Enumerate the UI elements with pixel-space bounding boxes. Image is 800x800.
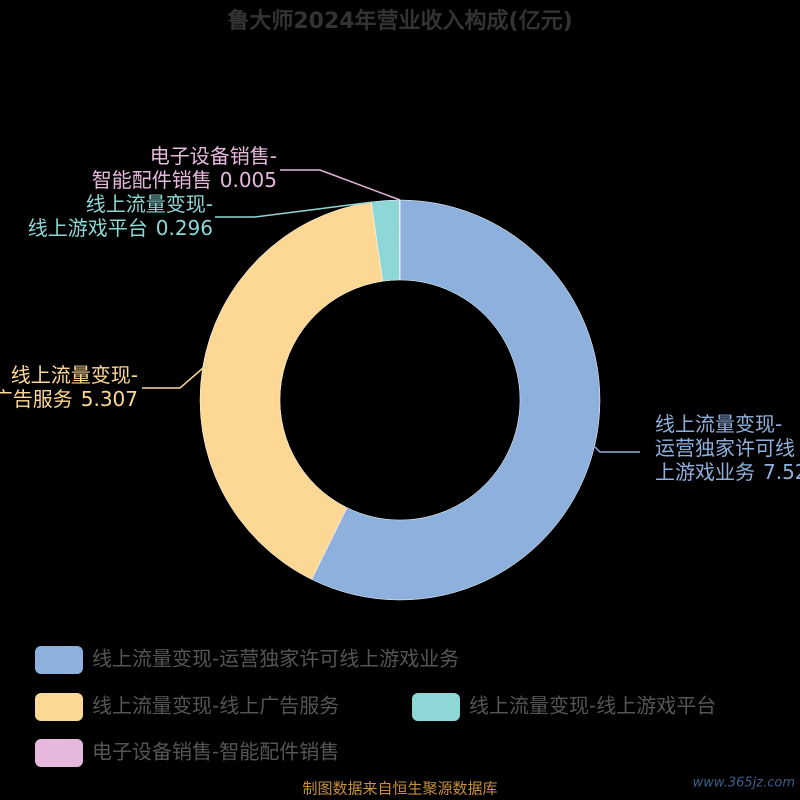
legend-label: 线上流量变现-线上广告服务 (92, 694, 339, 718)
legend-label: 电子设备销售-智能配件销售 (92, 740, 339, 764)
slice-label: 上游戏业务 7.52 (655, 460, 800, 484)
leader-line (280, 169, 401, 201)
slice-label-text: 运营独家许可线 (655, 436, 795, 460)
slice-label-text: 线上流量变现- (86, 192, 213, 216)
chart-title: 鲁大师2024年营业收入构成(亿元) (226, 8, 572, 34)
donut-slice (199, 201, 384, 580)
slice-label: 运营独家许可线 (655, 436, 795, 460)
slice-label: 线上流量变现- (11, 363, 138, 387)
slice-label-text: 电子设备销售- (150, 144, 277, 168)
slice-label: 线上广告服务 5.307 (0, 387, 138, 411)
slice-value: 7.52 (763, 460, 800, 484)
leader-line (142, 367, 204, 389)
legend-label: 线上流量变现-运营独家许可线上游戏业务 (92, 647, 459, 671)
watermark: www.365jz.com (693, 776, 795, 791)
slice-value: 5.307 (81, 387, 138, 411)
slice-label-text: 线上流量变现- (11, 363, 138, 387)
slice-label-text: 上游戏业务 (655, 460, 755, 484)
legend-swatch (35, 693, 83, 721)
legend-label: 线上流量变现-线上游戏平台 (469, 694, 716, 718)
slice-label-text: 线上流量变现- (655, 412, 782, 436)
legend-swatch (35, 646, 83, 674)
leader-line (215, 201, 374, 218)
slice-label-text: 智能配件销售 (92, 168, 212, 192)
slice-label-text: 线上游戏平台 (28, 216, 148, 240)
legend-swatch (35, 739, 83, 767)
legend-swatch (412, 693, 460, 721)
donut-slice (311, 199, 601, 601)
slice-value: 0.005 (220, 168, 277, 192)
slice-label: 线上流量变现- (86, 192, 213, 216)
leader-line (594, 446, 640, 453)
slice-label-text: 线上广告服务 (0, 387, 73, 411)
slice-label: 线上流量变现- (655, 412, 782, 436)
slice-label: 电子设备销售- (150, 144, 277, 168)
source: 制图数据来自恒生聚源数据库 (302, 780, 497, 798)
slice-value: 0.296 (156, 216, 213, 240)
slice-label: 线上游戏平台 0.296 (28, 216, 213, 240)
slice-label: 智能配件销售 0.005 (92, 168, 277, 192)
